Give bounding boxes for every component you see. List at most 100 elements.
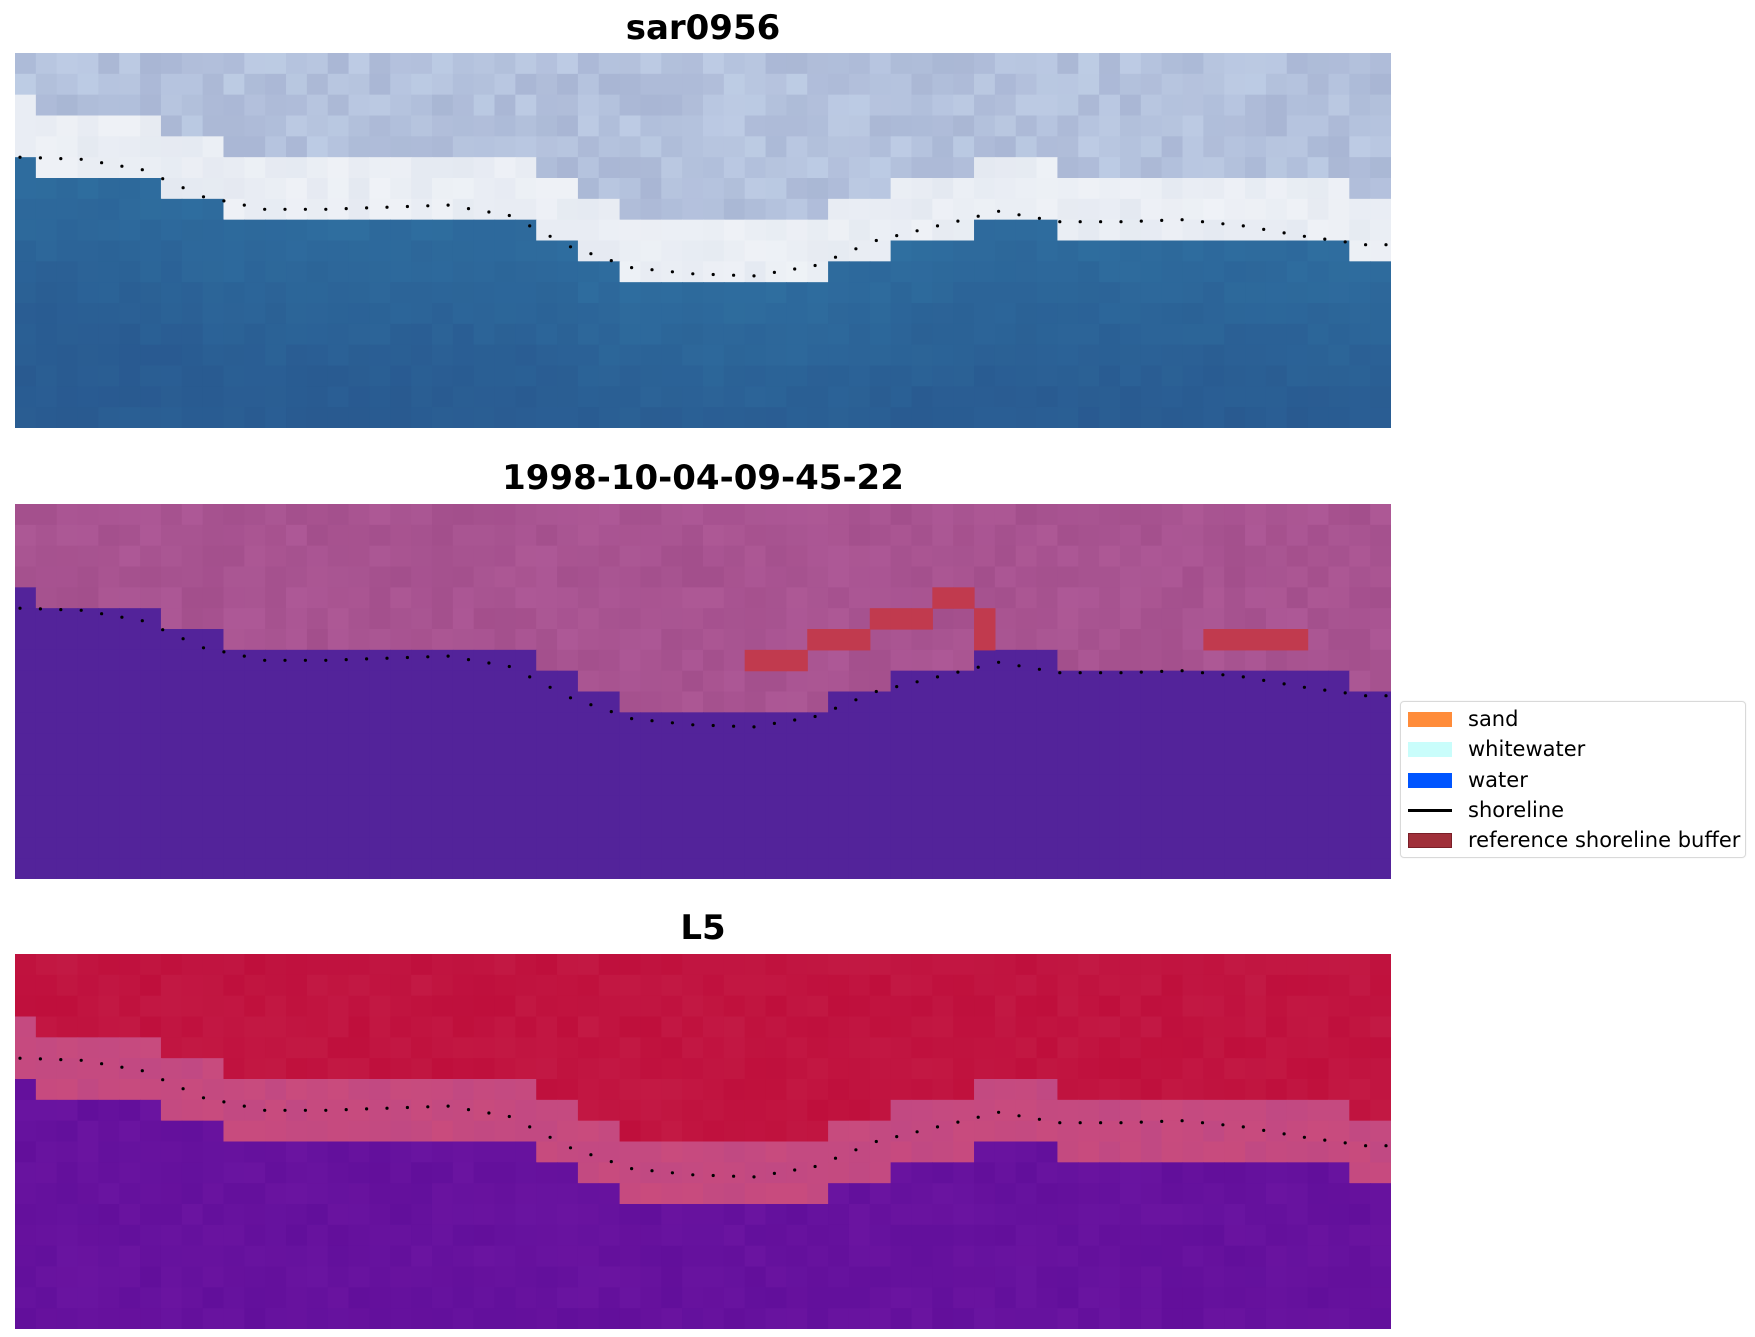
image-pixel <box>181 386 204 408</box>
image-pixel <box>1307 1120 1330 1143</box>
image-pixel <box>807 1141 829 1163</box>
shoreline-point <box>630 1167 634 1171</box>
class-pixel <box>1265 670 1288 693</box>
class-pixel <box>869 504 892 526</box>
image-pixel <box>1286 261 1309 283</box>
class-pixel <box>431 754 454 776</box>
class-pixel <box>869 712 892 734</box>
image-pixel <box>848 407 871 428</box>
image-pixel <box>1099 157 1121 179</box>
class-pixel <box>1161 524 1184 547</box>
class-pixel <box>286 816 308 838</box>
image-pixel <box>56 219 79 242</box>
class-pixel <box>828 858 850 879</box>
image-pixel <box>1245 157 1267 179</box>
image-pixel <box>473 219 496 242</box>
image-pixel <box>202 1120 225 1143</box>
image-pixel <box>181 73 204 96</box>
image-pixel <box>765 198 787 221</box>
class-pixel <box>974 816 996 838</box>
image-pixel <box>1182 407 1204 428</box>
image-pixel <box>244 1224 266 1247</box>
image-pixel <box>140 1162 162 1184</box>
class-pixel <box>536 774 558 797</box>
image-pixel <box>35 365 58 387</box>
class-pixel <box>1140 754 1163 776</box>
shoreline-point <box>609 710 613 714</box>
class-pixel <box>327 545 350 568</box>
class-pixel <box>1286 712 1309 734</box>
class-pixel <box>1119 629 1142 651</box>
shoreline-point <box>38 607 42 611</box>
image-pixel <box>661 344 683 367</box>
image-pixel <box>223 365 245 387</box>
shoreline-point <box>568 1146 573 1150</box>
class-pixel <box>577 754 600 776</box>
image-pixel <box>1286 407 1309 428</box>
image-pixel <box>140 1245 162 1268</box>
shoreline-point <box>79 1058 83 1062</box>
class-pixel <box>1099 587 1121 609</box>
image-pixel <box>807 1183 829 1205</box>
class-pixel <box>1078 816 1100 838</box>
image-pixel <box>1015 344 1038 367</box>
image-pixel <box>390 1266 412 1288</box>
image-pixel <box>1119 1204 1142 1226</box>
shoreline-point <box>324 658 328 662</box>
class-pixel <box>411 816 433 838</box>
image-pixel <box>286 282 308 304</box>
class-pixel <box>577 670 600 693</box>
class-pixel <box>703 691 725 713</box>
class-pixel <box>369 733 391 755</box>
image-pixel <box>1349 178 1371 200</box>
class-pixel <box>515 524 537 547</box>
class-pixel <box>494 649 516 672</box>
shoreline-point <box>548 685 552 689</box>
class-pixel <box>515 629 537 651</box>
class-pixel <box>1245 587 1267 609</box>
image-pixel <box>619 954 642 976</box>
image-pixel <box>994 1058 1017 1080</box>
image-pixel <box>1245 240 1267 262</box>
image-pixel <box>598 1079 621 1101</box>
class-pixel <box>1349 670 1371 693</box>
class-pixel <box>640 608 662 630</box>
class-pixel <box>1015 504 1038 526</box>
image-pixel <box>703 219 725 242</box>
image-pixel <box>56 1141 79 1163</box>
image-pixel <box>619 1204 642 1226</box>
class-pixel <box>1370 774 1391 797</box>
image-pixel <box>1265 1183 1288 1205</box>
image-pixel <box>431 1224 454 1247</box>
image-pixel <box>828 1016 850 1038</box>
image-pixel <box>56 1016 79 1038</box>
legend-line-shoreline <box>1408 809 1452 812</box>
class-pixel <box>1286 670 1309 693</box>
image-pixel <box>619 178 642 200</box>
class-pixel <box>1161 816 1184 838</box>
class-pixel <box>932 670 954 693</box>
class-pixel <box>557 649 579 672</box>
image-pixel <box>306 1037 329 1059</box>
image-pixel <box>974 995 996 1018</box>
class-pixel <box>1203 837 1225 859</box>
image-pixel <box>765 1037 787 1059</box>
image-pixel <box>411 115 433 137</box>
image-pixel <box>1119 1058 1142 1080</box>
class-pixel <box>473 754 496 776</box>
image-pixel <box>1286 178 1309 200</box>
image-pixel <box>848 365 871 387</box>
shoreline-point <box>1200 1121 1205 1125</box>
image-pixel <box>1099 1287 1121 1309</box>
image-pixel <box>640 407 662 428</box>
image-pixel <box>56 261 79 283</box>
image-pixel <box>828 1120 850 1143</box>
class-pixel <box>536 712 558 734</box>
image-pixel <box>890 1120 913 1143</box>
image-pixel <box>619 1224 642 1247</box>
image-pixel <box>431 73 454 96</box>
image-pixel <box>1370 1308 1391 1329</box>
class-pixel <box>890 566 913 588</box>
class-pixel <box>140 733 162 755</box>
class-pixel <box>515 795 537 818</box>
